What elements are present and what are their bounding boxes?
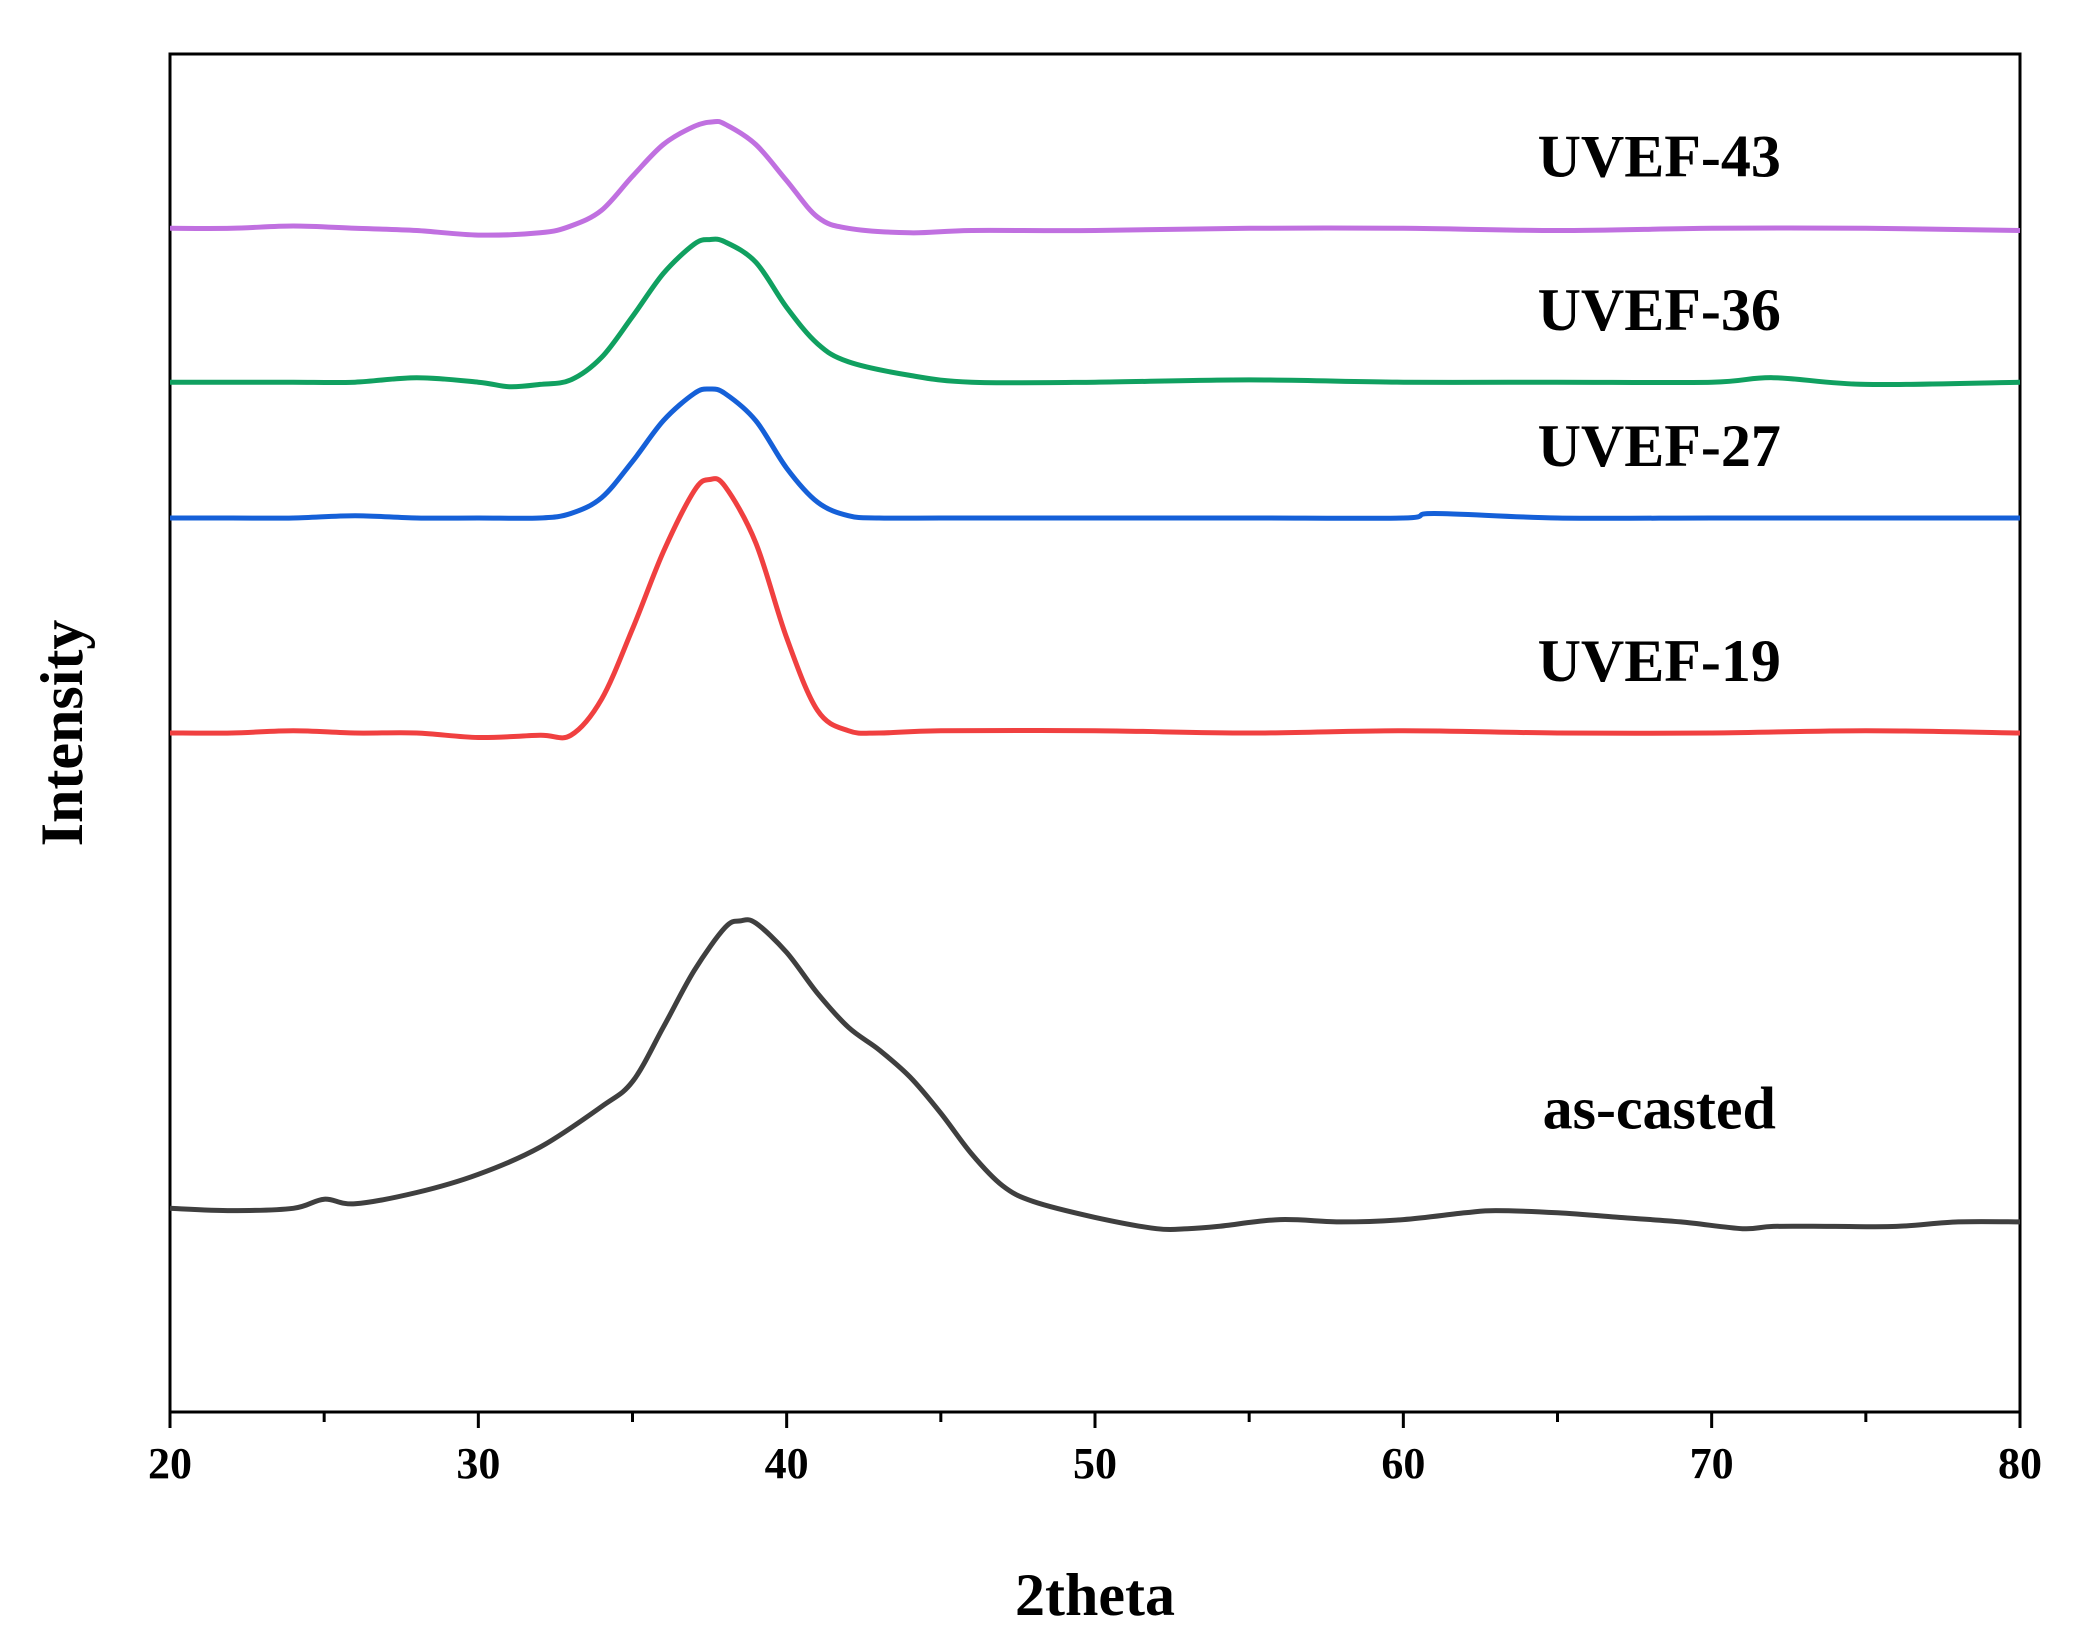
series-label-uvef-43: UVEF-43 [1538, 123, 1781, 189]
x-tick-label: 40 [765, 1439, 809, 1488]
series-labels: as-casted UVEF-19 UVEF-27 UVEF-36 UVEF-43 [1538, 123, 1781, 1141]
x-tick-label: 60 [1381, 1439, 1425, 1488]
series-line-uvef-36 [169, 236, 2021, 390]
x-tick-label: 20 [148, 1439, 192, 1488]
series-group [169, 118, 2021, 1233]
series-label-uvef-36: UVEF-36 [1538, 277, 1781, 343]
series-label-uvef-19: UVEF-19 [1538, 628, 1781, 694]
series-line-as-casted [169, 917, 2021, 1233]
series-line-uvef-27 [170, 386, 2020, 521]
series-line-uvef-43 [169, 118, 2021, 238]
x-axis-label: 2theta [1015, 1562, 1175, 1628]
x-tick-label: 50 [1073, 1439, 1117, 1488]
y-axis-label: Intensity [29, 620, 95, 847]
x-tick-label: 30 [456, 1439, 500, 1488]
series-label-as-casted: as-casted [1543, 1075, 1776, 1141]
x-tick-label: 70 [1690, 1439, 1734, 1488]
x-axis-tick-labels: 20 30 40 50 60 70 80 [148, 1439, 2042, 1488]
series-line-uvef-19 [169, 476, 2021, 741]
series-label-uvef-27: UVEF-27 [1538, 413, 1781, 479]
x-axis-ticks [168, 1412, 2022, 1428]
x-tick-label: 80 [1998, 1439, 2042, 1488]
